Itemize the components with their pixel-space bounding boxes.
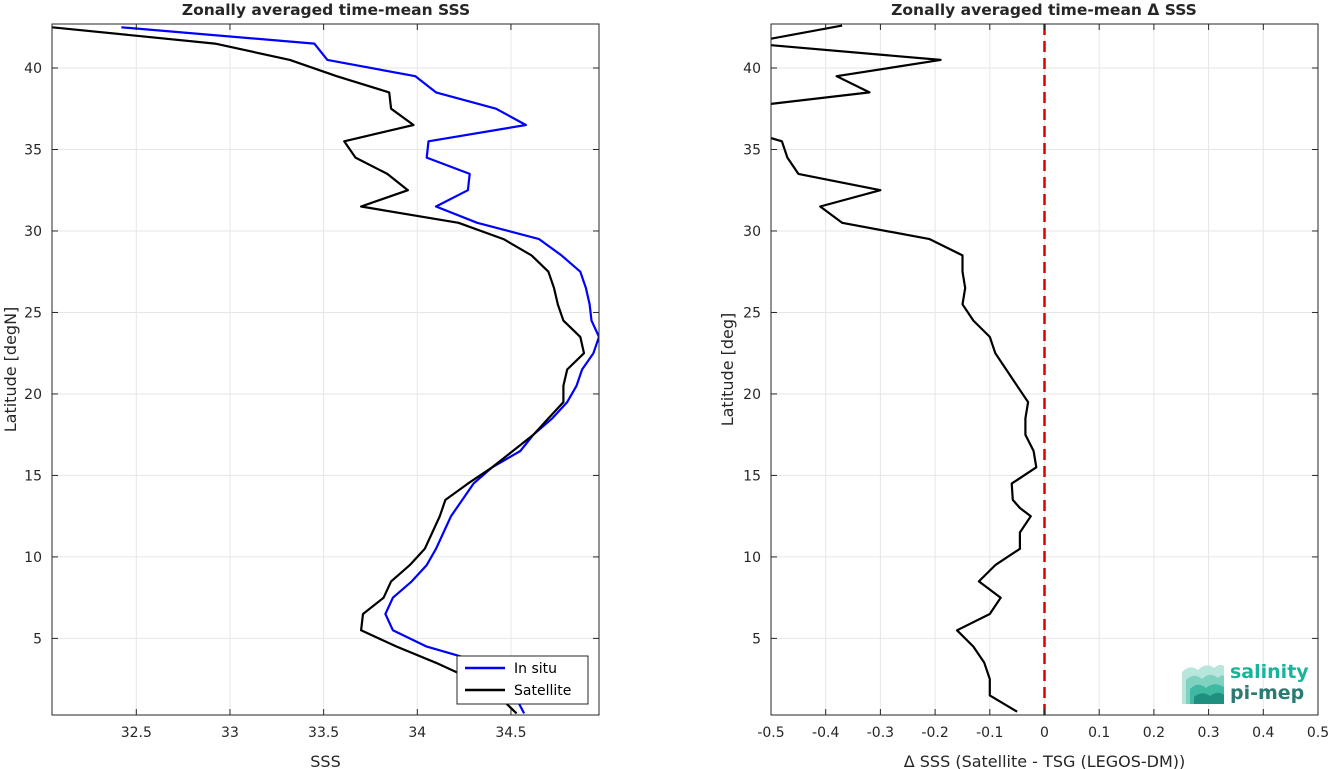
- x-tick-label: -0.1: [976, 725, 1003, 741]
- y-tick-label: 5: [33, 631, 42, 647]
- series-line-satellite: [52, 26, 586, 715]
- legend-label-in-situ: In situ: [514, 661, 557, 677]
- y-tick-label: 40: [24, 61, 42, 77]
- y-tick-label: 10: [743, 550, 761, 566]
- y-tick-label: 35: [24, 142, 42, 158]
- x-tick-label: 0.3: [1197, 725, 1219, 741]
- x-tick-label: 0.5: [1307, 725, 1329, 741]
- legend-label-satellite: Satellite: [514, 683, 571, 699]
- y-tick-label: 25: [24, 305, 42, 321]
- series-line-segment-2: [771, 137, 1038, 713]
- y-tick-label: 20: [24, 387, 42, 403]
- y-tick-label: 10: [24, 550, 42, 566]
- delta-sss-panel: -0.5 -0.4 -0.3 -0.2 -0.1 0 0.1 0.2 0.3 0.4 0.5 5 10 1…: [718, 1, 1329, 769]
- logo-line-2: pi-mep: [1230, 682, 1304, 704]
- x-tick-label: 0.4: [1252, 725, 1274, 741]
- axes-box: [51, 23, 600, 716]
- y-tick-label: 30: [743, 224, 761, 240]
- x-tick-label: -0.4: [812, 725, 839, 741]
- series-line-in-situ: [121, 26, 599, 714]
- y-tick-label: 15: [743, 468, 761, 484]
- series-line-segment-0: [771, 24, 843, 40]
- x-tick-label: 0.2: [1143, 725, 1165, 741]
- y-tick-label: 30: [24, 224, 42, 240]
- x-axis-label: SSS: [310, 752, 340, 769]
- x-tick-label: 34.5: [495, 725, 526, 741]
- x-tick-label: -0.5: [757, 725, 784, 741]
- salinity-pi-mep-logo: salinity pi-mep: [1182, 661, 1309, 704]
- chart-title: Zonally averaged time-mean SSS: [182, 1, 470, 19]
- chart-title: Zonally averaged time-mean Δ SSS: [891, 1, 1197, 19]
- y-tick-label: 40: [743, 61, 761, 77]
- x-tick-label: 0.1: [1088, 725, 1110, 741]
- legend: In situ Satellite: [456, 655, 589, 705]
- x-tick-label: 0: [1040, 725, 1049, 741]
- logo-line-1: salinity: [1230, 661, 1309, 683]
- y-tick-label: 15: [24, 468, 42, 484]
- y-axis-label: Latitude [degN]: [1, 307, 20, 433]
- y-tick-label: 5: [752, 631, 761, 647]
- x-tick-label: -0.3: [867, 725, 894, 741]
- x-tick-label: 33: [221, 725, 239, 741]
- legend-box: [456, 655, 589, 705]
- x-tick-label: 33.5: [308, 725, 339, 741]
- y-tick-label: 25: [743, 305, 761, 321]
- logo-wave-icon: [1182, 664, 1224, 704]
- x-axis-label: Δ SSS (Satellite - TSG (LEGOS-DM)): [904, 752, 1186, 769]
- plot-area: [52, 24, 599, 715]
- y-tick-label: 20: [743, 387, 761, 403]
- x-tick-label: -0.2: [921, 725, 948, 741]
- series-line-segment-1: [771, 44, 942, 105]
- sss-panel: 32.5 33 33.5 34 34.5 5 10 15 20 25 30 35 40 Zonally a…: [1, 1, 600, 769]
- x-tick-label: 32.5: [121, 725, 152, 741]
- x-tick-label: 34: [408, 725, 426, 741]
- y-axis-label: Latitude [deg]: [718, 313, 737, 427]
- y-tick-label: 35: [743, 142, 761, 158]
